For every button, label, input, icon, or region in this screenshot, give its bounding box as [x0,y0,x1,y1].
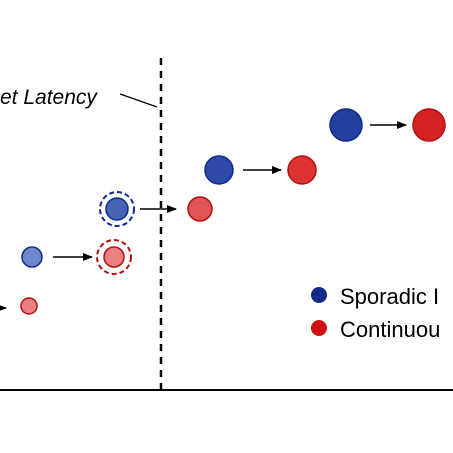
sporadic-node-mid [105,197,129,221]
continuous-node-small [20,297,38,315]
sporadic-node-light [21,246,43,268]
legend-label-sporadic: Sporadic I [340,284,439,309]
sporadic-node-dashed-ring [99,191,135,227]
legend: Sporadic I Continuou [311,284,440,342]
continuous-node-large [287,155,317,185]
continuous-node-xlarge [412,108,446,142]
sporadic-node-xlarge [329,108,363,142]
latency-annotation: et Latency [0,86,98,109]
sporadic-node-large [204,155,234,185]
continuous-node-mid [187,196,213,222]
legend-marker-continuous [311,320,327,336]
legend-label-continuous: Continuou [340,317,440,342]
annotation-leader-line [119,93,158,108]
legend-marker-sporadic [311,287,327,303]
continuous-node-light [103,246,125,268]
continuous-node-dashed-ring [96,239,132,275]
